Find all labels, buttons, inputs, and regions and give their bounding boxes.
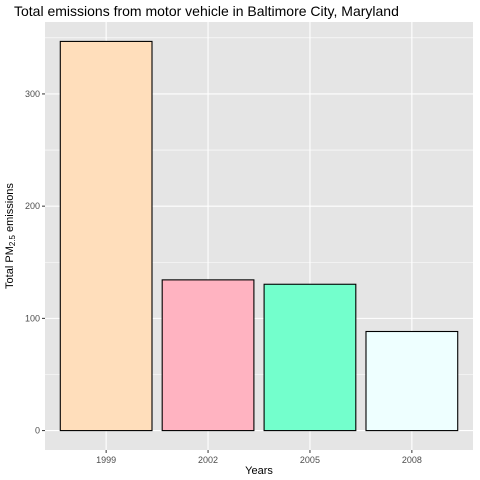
y-tick-label: 0 (35, 426, 40, 436)
y-tick-label: 200 (25, 201, 40, 211)
bar-2005 (263, 283, 357, 432)
bar-2002 (161, 279, 255, 432)
bar-1999 (59, 40, 153, 432)
y-axis: 0 100 200 300 (25, 89, 45, 436)
x-tick-label: 2008 (402, 455, 422, 465)
x-tick-label: 2002 (198, 455, 218, 465)
x-tick-label: 1999 (96, 455, 116, 465)
y-axis-title-tail: emissions (4, 183, 16, 235)
y-axis-title-main: Total PM (4, 246, 16, 289)
bars (59, 40, 459, 432)
y-axis-title-subscript: 2.5 (8, 234, 17, 246)
y-tick-label: 100 (25, 313, 40, 323)
bar-2008 (365, 330, 459, 432)
y-axis-title: Total PM2.5 emissions (4, 183, 17, 289)
x-axis: 1999 2002 2005 2008 (96, 450, 422, 465)
x-axis-title: Years (245, 465, 273, 477)
y-tick-label: 300 (25, 89, 40, 99)
x-tick-label: 2005 (300, 455, 320, 465)
chart-title: Total emissions from motor vehicle in Ba… (14, 3, 399, 19)
